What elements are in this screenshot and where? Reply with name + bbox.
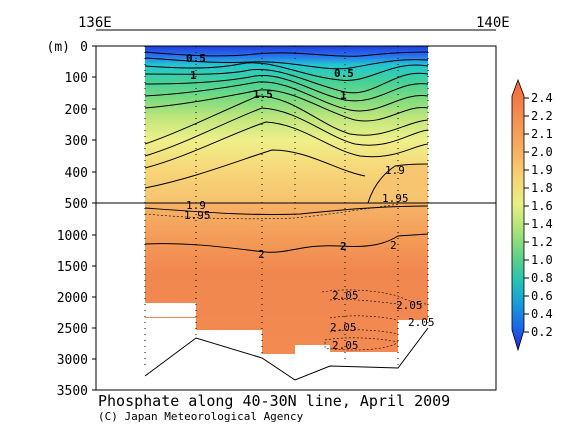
contour-label: 2.05 xyxy=(396,299,423,312)
y-tick-label: 0 xyxy=(80,40,88,55)
colorbar: 2.4 2.2 2.1 2.0 1.9 1.8 1.6 1.4 1.2 1.0 … xyxy=(511,78,553,352)
top-x-axis: 136E 140E xyxy=(78,15,510,31)
colorbar-ticks: 2.4 2.2 2.1 2.0 1.9 1.8 1.6 1.4 1.2 1.0 … xyxy=(524,91,553,339)
contour-label: 1 xyxy=(190,69,197,82)
colorbar-label: 0.4 xyxy=(531,307,553,321)
y-tick-label: 500 xyxy=(65,197,88,212)
lower-panel-fill xyxy=(144,203,429,381)
y-tick-label: 3000 xyxy=(57,353,88,368)
contour-label: 1.95 xyxy=(184,209,211,222)
upper-panel-fill xyxy=(144,46,429,204)
y-tick-label: 1500 xyxy=(57,260,88,275)
y-tick-label: 3500 xyxy=(57,384,88,399)
contour-label: 1 xyxy=(340,89,347,102)
y-axis: (m) 0 100 200 300 400 500 1000 1500 2000… xyxy=(47,40,96,399)
colorbar-label: 1.4 xyxy=(531,217,553,231)
y-tick-label: 400 xyxy=(65,166,88,181)
colorbar-label: 1.9 xyxy=(531,163,553,177)
y-tick-label: 2500 xyxy=(57,322,88,337)
axes-frame xyxy=(95,29,497,391)
colorbar-label: 1.6 xyxy=(531,199,553,213)
contour-labels: 0.5 1 0.5 1 1.5 1.9 1.9 1.95 1.95 2 2 2 … xyxy=(184,52,435,352)
colorbar-label: 2.1 xyxy=(531,127,553,141)
y-tick-label: 300 xyxy=(65,134,88,149)
colorbar-label: 1.2 xyxy=(531,235,553,249)
contour-label: 2 xyxy=(390,239,397,252)
contour-label: 2.05 xyxy=(330,321,357,334)
colorbar-label: 1.0 xyxy=(531,253,553,267)
contour-label: 1.95 xyxy=(382,192,409,205)
x-label-136e: 136E xyxy=(78,15,112,31)
y-tick-label: 100 xyxy=(65,71,88,86)
contour-label: 1.9 xyxy=(385,164,405,177)
chart-title: Phosphate along 40-30N line, April 2009 xyxy=(98,392,451,410)
colorbar-label: 1.8 xyxy=(531,181,553,195)
y-tick-label: 200 xyxy=(65,103,88,118)
colorbar-label: 2.4 xyxy=(531,91,553,105)
contour-label: 2.05 xyxy=(332,339,359,352)
colorbar-label: 2.0 xyxy=(531,145,553,159)
contour-label: 1.9 xyxy=(186,199,206,212)
contour-label: 1.5 xyxy=(253,88,273,101)
x-label-140e: 140E xyxy=(476,15,510,31)
contour-label: 2.05 xyxy=(332,289,359,302)
contour-label: 2 xyxy=(340,240,347,253)
contour-label: 2 xyxy=(258,248,265,261)
colorbar-label: 0.8 xyxy=(531,271,553,285)
contour-label: 2.05 xyxy=(408,316,435,329)
colorbar-label: 0.2 xyxy=(531,325,553,339)
y-unit-label: (m) xyxy=(47,40,70,55)
colorbar-label: 2.2 xyxy=(531,109,553,123)
y-tick-label: 1000 xyxy=(57,229,88,244)
chart-credit: (C) Japan Meteorological Agency xyxy=(98,410,304,423)
colorbar-label: 0.6 xyxy=(531,289,553,303)
y-tick-label: 2000 xyxy=(57,291,88,306)
contour-label: 0.5 xyxy=(334,67,354,80)
station-lines xyxy=(144,46,429,370)
